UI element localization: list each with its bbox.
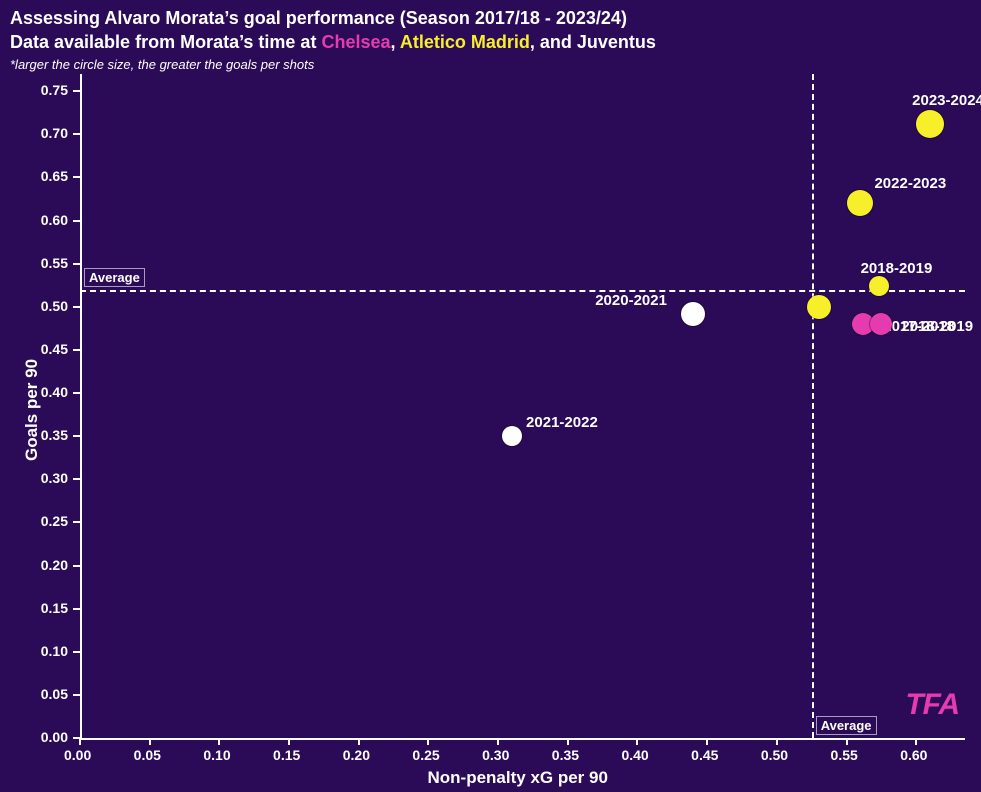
x-tick [915,738,917,745]
y-tick [73,608,80,610]
title-block: Assessing Alvaro Morata’s goal performan… [10,6,656,74]
x-tick-label: 0.35 [552,747,579,763]
x-tick-label: 0.40 [621,747,648,763]
x-tick [706,738,708,745]
x-tick-label: 0.20 [343,747,370,763]
data-point-label: 2022-2023 [874,175,946,192]
x-tick-label: 0.55 [831,747,858,763]
x-tick [79,738,81,745]
x-tick [846,738,848,745]
x-tick [497,738,499,745]
y-tick [73,478,80,480]
y-tick-label: 0.05 [32,686,68,702]
data-point [847,190,873,216]
y-tick [73,651,80,653]
data-point [869,276,889,296]
y-tick-label: 0.60 [32,212,68,228]
y-tick-label: 0.00 [32,729,68,745]
y-tick [73,694,80,696]
y-tick-label: 0.55 [32,255,68,271]
x-tick [358,738,360,745]
x-tick-label: 0.05 [134,747,161,763]
x-tick [567,738,569,745]
y-tick [73,737,80,739]
x-tick-label: 0.00 [64,747,91,763]
y-tick [73,263,80,265]
y-tick-label: 0.20 [32,557,68,573]
data-point-label: 2020-2021 [595,292,667,309]
x-tick-label: 0.45 [691,747,718,763]
y-tick [73,90,80,92]
y-axis-label: Goals per 90 [22,359,42,461]
data-point-label: 2021-2022 [526,414,598,431]
y-tick [73,306,80,308]
x-axis-line [80,738,965,740]
y-tick-label: 0.75 [32,82,68,98]
x-tick [427,738,429,745]
chart-title: Assessing Alvaro Morata’s goal performan… [10,6,656,30]
y-tick-label: 0.50 [32,298,68,314]
y-tick [73,133,80,135]
data-point-label: 2023-2024 [912,92,981,109]
y-tick [73,392,80,394]
x-tick [288,738,290,745]
data-point [916,110,944,138]
y-tick [73,521,80,523]
x-tick-label: 0.10 [203,747,230,763]
y-tick-label: 0.70 [32,125,68,141]
chart-footnote: *larger the circle size, the greater the… [10,56,656,74]
chart-root: Assessing Alvaro Morata’s goal performan… [0,0,981,792]
avg-label-y: Average [84,268,145,287]
x-tick-label: 0.50 [761,747,788,763]
x-tick [149,738,151,745]
x-tick [636,738,638,745]
data-point [681,302,705,326]
plot-area: 0.000.050.100.150.200.250.300.350.400.45… [80,74,965,738]
y-axis-line [80,74,82,738]
data-point [807,295,831,319]
y-tick [73,349,80,351]
data-point-label: 2018-2019 [901,318,973,335]
data-point [502,426,522,446]
y-tick-label: 0.15 [32,600,68,616]
tfa-logo: TFA [905,688,959,722]
avg-line-horizontal [80,290,965,292]
chart-subtitle: Data available from Morata’s time at Che… [10,30,656,54]
y-tick-label: 0.45 [32,341,68,357]
y-tick [73,565,80,567]
x-tick-label: 0.15 [273,747,300,763]
data-point [870,313,892,335]
y-tick [73,220,80,222]
x-axis-label: Non-penalty xG per 90 [428,768,608,788]
y-tick-label: 0.10 [32,643,68,659]
y-tick-label: 0.25 [32,513,68,529]
x-tick [218,738,220,745]
y-tick [73,435,80,437]
avg-label-x: Average [816,716,877,735]
avg-line-vertical [812,74,814,738]
y-tick-label: 0.65 [32,168,68,184]
x-tick [776,738,778,745]
x-tick-label: 0.60 [900,747,927,763]
x-tick-label: 0.30 [482,747,509,763]
data-point-label: 2018-2019 [861,260,933,277]
y-tick [73,176,80,178]
x-tick-label: 0.25 [412,747,439,763]
y-tick-label: 0.30 [32,470,68,486]
